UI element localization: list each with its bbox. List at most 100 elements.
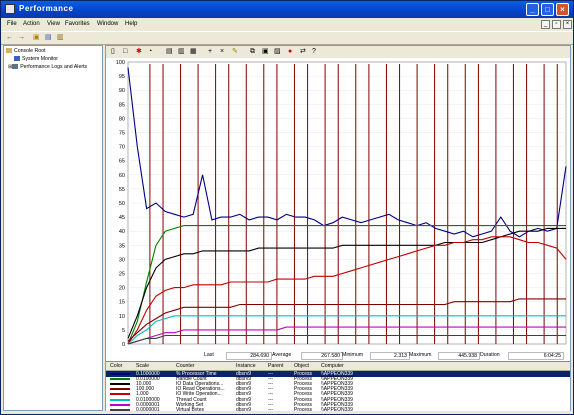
expand-icon[interactable]: ⊞: [8, 64, 13, 70]
properties-icon[interactable]: ▨: [274, 48, 281, 55]
cell-parent: ---: [268, 381, 273, 388]
cell-parent: ---: [268, 371, 273, 377]
col-computer[interactable]: Computer: [321, 363, 344, 369]
col-scale[interactable]: Scale: [136, 363, 149, 369]
y-tick-label: 60: [119, 173, 125, 179]
cell-object: Process: [294, 381, 313, 388]
cell-computer: \\APPEON339: [321, 371, 353, 377]
cell-instance: dbsrv9: [236, 406, 252, 413]
paste-counter-list-icon[interactable]: ▣: [262, 48, 269, 55]
col-object[interactable]: Object: [294, 363, 309, 369]
cell-counter: IO Write Operation...: [176, 391, 222, 398]
up-folder-icon[interactable]: ▣: [33, 34, 40, 41]
highlight-icon[interactable]: ✎: [232, 48, 238, 55]
color-swatch: [110, 388, 130, 391]
view-log-data-icon[interactable]: ◔: [148, 48, 153, 55]
col-counter[interactable]: Counter: [176, 363, 195, 369]
legend-row[interactable]: 0.0100000 Handle Count dbsrv9 --- Process \\A…: [106, 376, 570, 382]
cell-scale: 0.0100000: [136, 396, 160, 403]
properties-icon[interactable]: ▥: [57, 34, 64, 41]
menu-action[interactable]: Action: [23, 21, 40, 27]
col-instance[interactable]: Instance: [236, 363, 256, 369]
folder-icon: [6, 48, 12, 54]
menu-file[interactable]: File: [7, 21, 17, 27]
freeze-display-icon[interactable]: ●: [288, 48, 293, 55]
view-histogram-icon[interactable]: ▥: [178, 48, 185, 55]
y-tick-label: 100: [116, 60, 125, 66]
legend-row[interactable]: 100.000 IO Read Operations... dbsrv9 --- Pro…: [106, 386, 570, 392]
y-tick-label: 20: [119, 286, 125, 292]
cell-parent: ---: [268, 386, 273, 393]
copy-properties-icon[interactable]: ⧉: [250, 48, 255, 55]
title-bar: Performance _ □ ×: [1, 1, 573, 18]
legend-row[interactable]: 0.1000000 % Processor Time dbsrv9 --- Proces…: [106, 371, 570, 377]
cell-object: Process: [294, 391, 313, 398]
legend-row[interactable]: 0.0000001 Virtual Bytes dbsrv9 --- Process \\…: [106, 407, 570, 413]
duration-value: 6:04:25: [508, 352, 564, 360]
maximize-button[interactable]: □: [541, 3, 554, 16]
inner-close-button[interactable]: ×: [563, 20, 572, 29]
color-swatch: [110, 393, 130, 396]
view-graph-icon[interactable]: ▤: [166, 48, 173, 55]
cell-object: Process: [294, 396, 313, 403]
delete-counter-icon[interactable]: ×: [220, 48, 225, 55]
menu-window[interactable]: Window: [97, 21, 119, 27]
tree-node-console-root[interactable]: Console Root: [6, 48, 45, 54]
view-current-activity-icon[interactable]: ✱: [136, 48, 142, 55]
inner-restore-button[interactable]: ▫: [552, 20, 561, 29]
average-value: 267.580: [301, 352, 343, 360]
system-monitor-pane: ▯ □ ✱ ◔ ▤ ▥ ▦ + × ✎ ⧉ ▣ ▨ ● ⇄ ? 100 95 90 8…: [105, 45, 571, 413]
close-button[interactable]: ×: [556, 3, 569, 16]
console-tree: Console Root System Monitor ⊞ Performance…: [3, 45, 103, 411]
cell-computer: \\APPEON339: [321, 376, 353, 383]
cell-computer: \\APPEON339: [321, 401, 353, 408]
tree-node-perf-logs[interactable]: ⊞ Performance Logs and Alerts: [8, 64, 87, 70]
view-report-icon[interactable]: ▦: [190, 48, 197, 55]
legend-row[interactable]: 10.000 IO Data Operations... dbsrv9 --- Proc…: [106, 381, 570, 387]
back-arrow-icon[interactable]: ←: [6, 34, 13, 41]
legend-row[interactable]: 0.0100000 Thread Count dbsrv9 --- Process \\A…: [106, 397, 570, 403]
y-tick-label: 5: [122, 328, 125, 334]
y-tick-label: 0: [122, 342, 125, 348]
update-data-icon[interactable]: ⇄: [300, 48, 306, 55]
help-icon[interactable]: ?: [312, 48, 316, 55]
cell-parent: ---: [268, 406, 273, 413]
cell-parent: ---: [268, 376, 273, 383]
tree-node-system-monitor[interactable]: System Monitor: [14, 56, 58, 62]
menu-favorites[interactable]: Favorites: [65, 21, 90, 27]
show-tree-icon[interactable]: ▤: [45, 34, 52, 41]
new-counter-set-icon[interactable]: ▯: [111, 48, 115, 55]
legend-row[interactable]: 1.000 IO Write Operation... dbsrv9 --- Proce…: [106, 391, 570, 397]
col-color[interactable]: Color: [110, 363, 123, 369]
maximum-label: Maximum: [409, 352, 432, 358]
cell-computer: \\APPEON339: [321, 381, 353, 388]
last-value: 284.690: [226, 352, 272, 360]
menu-view[interactable]: View: [47, 21, 60, 27]
cell-object: Process: [294, 376, 313, 383]
y-tick-label: 65: [119, 159, 125, 165]
stats-bar: Last 284.690 Average 267.580 Minimum 2.3…: [106, 350, 570, 360]
cell-object: Process: [294, 406, 313, 413]
legend-row[interactable]: 0.0000001 Working Set dbsrv9 --- Process \\AP…: [106, 402, 570, 408]
menu-help[interactable]: Help: [125, 21, 138, 27]
cell-instance: dbsrv9: [236, 386, 252, 393]
clear-display-icon[interactable]: □: [123, 48, 128, 55]
inner-minimize-button[interactable]: _: [541, 20, 550, 29]
cell-counter: IO Read Operations...: [176, 386, 225, 393]
minimize-button[interactable]: _: [526, 3, 539, 16]
status-bar: [1, 411, 573, 414]
series-line: [127, 315, 566, 345]
series-line: [127, 334, 566, 345]
average-label: Average: [272, 352, 292, 358]
maximum-value: 445.938: [438, 352, 480, 360]
col-parent[interactable]: Parent: [268, 363, 284, 369]
minimum-label: Minimum: [342, 352, 364, 358]
counter-legend: Color Scale Counter Instance Parent Obje…: [106, 361, 570, 413]
y-tick-label: 15: [119, 300, 125, 306]
y-tick-label: 45: [119, 215, 125, 221]
forward-arrow-icon[interactable]: →: [18, 34, 25, 41]
tree-label: Console Root: [14, 48, 46, 54]
y-tick-label: 10: [119, 314, 125, 320]
cell-instance: dbsrv9: [236, 396, 252, 403]
add-counter-icon[interactable]: +: [208, 48, 213, 55]
